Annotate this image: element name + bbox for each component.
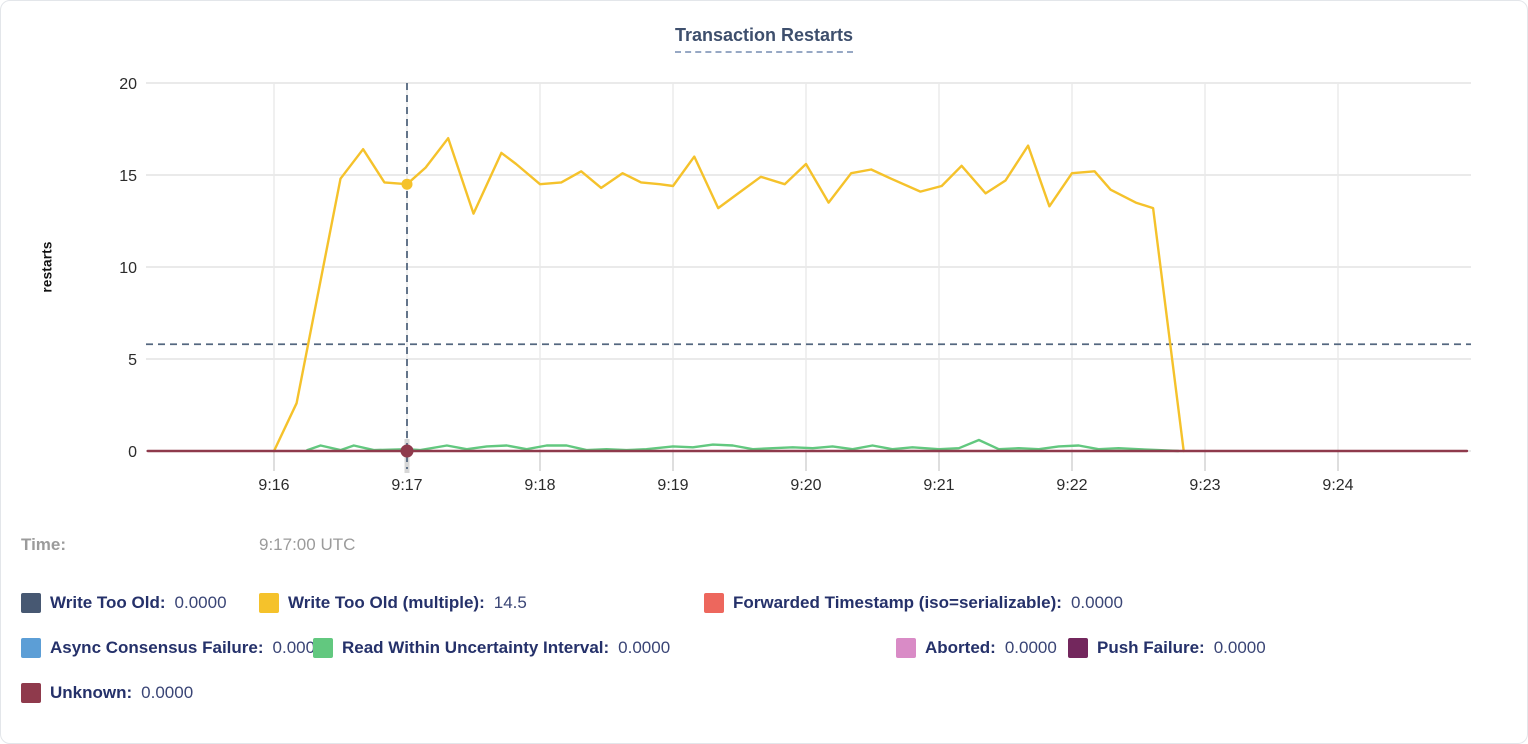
legend-item-forwarded-timestamp-iso-serializable: Forwarded Timestamp (iso=serializable): 0… bbox=[704, 592, 1123, 614]
legend-swatch-write-too-old-multiple bbox=[259, 593, 279, 613]
legend-label: Write Too Old: bbox=[50, 593, 166, 612]
series-line-write-too-old-multiple bbox=[272, 136, 1185, 453]
legend-swatch-aborted bbox=[896, 638, 916, 658]
legend-value: 14.5 bbox=[493, 593, 527, 612]
legend-value: 0.0000 bbox=[174, 593, 227, 612]
tooltip-time-row: Time: 9:17:00 UTC bbox=[1, 535, 1527, 559]
legend-value: 0.0000 bbox=[272, 638, 325, 657]
y-tick-label: 15 bbox=[119, 168, 137, 185]
legend-swatch-push-failure bbox=[1068, 638, 1088, 658]
legend-label: Read Within Uncertainty Interval: bbox=[342, 638, 610, 657]
legend-label: Forwarded Timestamp (iso=serializable): bbox=[733, 593, 1062, 612]
legend-label: Async Consensus Failure: bbox=[50, 638, 264, 657]
chart-title[interactable]: Transaction Restarts bbox=[674, 25, 854, 53]
x-tick-label: 9:20 bbox=[790, 477, 821, 494]
x-tick-label: 9:18 bbox=[524, 477, 555, 494]
legend-swatch-unknown bbox=[21, 683, 41, 703]
plot-area[interactable]: 0 5 10 15 20 9:16 9:17 9:18 9:19 9:20 9:21 9:22 9:23… bbox=[1, 1, 1528, 513]
legend-label: Aborted: bbox=[925, 638, 996, 657]
legend-item-aborted: Aborted: 0.0000 bbox=[896, 637, 1057, 659]
legend-value: 0.0000 bbox=[1213, 638, 1266, 657]
y-axis-title: restarts bbox=[39, 241, 55, 293]
legend-label: Unknown: bbox=[50, 683, 133, 702]
y-tick-label: 0 bbox=[128, 444, 137, 461]
legend-swatch-write-too-old bbox=[21, 593, 41, 613]
x-tick-label: 9:21 bbox=[923, 477, 954, 494]
legend-item-write-too-old-multiple: Write Too Old (multiple): 14.5 bbox=[259, 592, 527, 614]
legend-label: Push Failure: bbox=[1097, 638, 1205, 657]
y-tick-label: 5 bbox=[128, 352, 137, 369]
legend-value: 0.0000 bbox=[1004, 638, 1057, 657]
legend-item-write-too-old: Write Too Old: 0.0000 bbox=[21, 592, 227, 614]
series-line-read-within-uncertainty-interval bbox=[306, 438, 1180, 453]
legend-value: 0.0000 bbox=[141, 683, 194, 702]
legend-item-push-failure: Push Failure: 0.0000 bbox=[1068, 637, 1266, 659]
time-value: 9:17:00 UTC bbox=[259, 535, 356, 554]
legend-swatch-async-consensus-failure bbox=[21, 638, 41, 658]
x-tick-label: 9:16 bbox=[258, 477, 289, 494]
x-tick-label: 9:23 bbox=[1189, 477, 1220, 494]
legend-value: 0.0000 bbox=[1070, 593, 1123, 612]
y-tick-label: 20 bbox=[119, 76, 137, 93]
hover-point-zero bbox=[400, 444, 414, 458]
legend-swatch-forwarded-timestamp-iso-serializable bbox=[704, 593, 724, 613]
x-tick-label: 9:19 bbox=[657, 477, 688, 494]
legend-item-unknown: Unknown: 0.0000 bbox=[21, 682, 193, 704]
hover-point bbox=[401, 178, 413, 190]
x-tick-label: 9:24 bbox=[1322, 477, 1353, 494]
legend-swatch-read-within-uncertainty-interval bbox=[313, 638, 333, 658]
legend-item-async-consensus-failure: Async Consensus Failure: 0.0000 bbox=[21, 637, 325, 659]
y-tick-label: 10 bbox=[119, 260, 137, 277]
legend-value: 0.0000 bbox=[618, 638, 671, 657]
x-tick-label: 9:17 bbox=[391, 477, 422, 494]
x-tick-label: 9:22 bbox=[1056, 477, 1087, 494]
time-label: Time: bbox=[21, 535, 67, 554]
legend-label: Write Too Old (multiple): bbox=[288, 593, 485, 612]
chart-header: Transaction Restarts bbox=[1, 25, 1527, 53]
legend-item-read-within-uncertainty-interval: Read Within Uncertainty Interval: 0.0000 bbox=[313, 637, 670, 659]
